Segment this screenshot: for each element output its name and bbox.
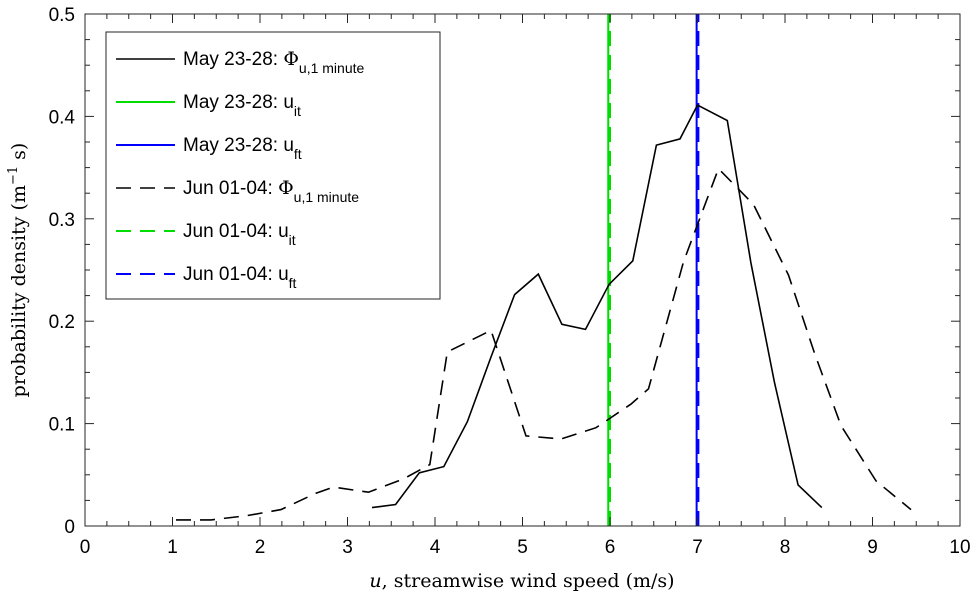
x-tick-label: 0 xyxy=(80,537,91,558)
y-axis-title-tail: s) xyxy=(8,143,30,166)
legend-entry-prefix: May 23-28: xyxy=(183,49,283,70)
plot-area xyxy=(176,14,912,526)
legend-entry-prefix: Jun 01-04: xyxy=(183,221,278,242)
legend-entry-symbol: u xyxy=(278,264,289,285)
x-tick-label: 3 xyxy=(342,537,353,558)
legend-entry-prefix: Jun 01-04: xyxy=(183,178,278,199)
series-4-line xyxy=(176,167,912,521)
legend-entry-label: May 23-28: uit xyxy=(183,92,301,119)
axes: 0 1 2 3 4 5 6 7 8 9 10 0 0.1 0.2 0.3 0.4 0.5 xyxy=(49,5,971,558)
x-axis-title-text: , streamwise wind speed (m/s) xyxy=(382,570,675,592)
legend-entry-symbol: Φ xyxy=(283,48,299,70)
series-1-line xyxy=(371,104,823,509)
legend-entry-label: May 23-28: Φu,1 minute xyxy=(183,48,364,76)
x-tick-label: 2 xyxy=(255,537,266,558)
legend-entry-label: Jun 01-04: Φu,1 minute xyxy=(183,177,359,205)
x-tick-label: 8 xyxy=(780,537,791,558)
legend-entry-label: Jun 01-04: uft xyxy=(183,264,297,291)
x-tick-label: 5 xyxy=(517,537,528,558)
y-tick-label: 0.3 xyxy=(49,210,75,231)
x-tick-label: 7 xyxy=(692,537,703,558)
y-tick-label: 0 xyxy=(64,517,75,538)
y-axis-title-exponent: −1 xyxy=(6,166,21,185)
legend-entry-symbol: u xyxy=(283,135,294,156)
legend-entry-prefix: May 23-28: xyxy=(183,92,283,113)
legend-entry-label: Jun 01-04: uit xyxy=(183,221,296,248)
legend-entry-subscript: ft xyxy=(294,146,302,162)
legend-entry-subscript: it xyxy=(289,232,296,248)
legend-entry-subscript: ft xyxy=(289,275,297,291)
legend-box xyxy=(105,31,441,300)
legend-entry-prefix: Jun 01-04: xyxy=(183,264,278,285)
x-tick-label: 6 xyxy=(605,537,616,558)
legend-entry-prefix: May 23-28: xyxy=(183,135,283,156)
y-tick-label: 0.4 xyxy=(49,107,76,128)
y-tick-label: 0.5 xyxy=(49,5,75,26)
legend-entry-subscript: u,1 minute xyxy=(294,189,360,205)
x-axis-variable: u xyxy=(369,570,381,592)
x-tick-label: 9 xyxy=(867,537,878,558)
legend-entry-label: May 23-28: uft xyxy=(183,135,302,162)
y-tick-label: 0.2 xyxy=(49,312,75,333)
legend-entry-symbol: u xyxy=(278,221,289,242)
x-axis-title: u, streamwise wind speed (m/s) xyxy=(369,570,674,592)
x-tick-label: 10 xyxy=(949,537,970,558)
y-axis-title-text: probability density (m xyxy=(8,185,30,397)
y-axis-title: probability density (m−1 s) xyxy=(6,143,30,398)
legend-entry-subscript: u,1 minute xyxy=(299,60,365,76)
legend-entry-symbol: u xyxy=(283,92,294,113)
legend-entry-symbol: Φ xyxy=(278,177,294,199)
x-tick-label: 1 xyxy=(167,537,178,558)
legend-entry-subscript: it xyxy=(294,103,301,119)
y-tick-label: 0.1 xyxy=(49,415,75,436)
x-tick-label: 4 xyxy=(430,537,441,558)
